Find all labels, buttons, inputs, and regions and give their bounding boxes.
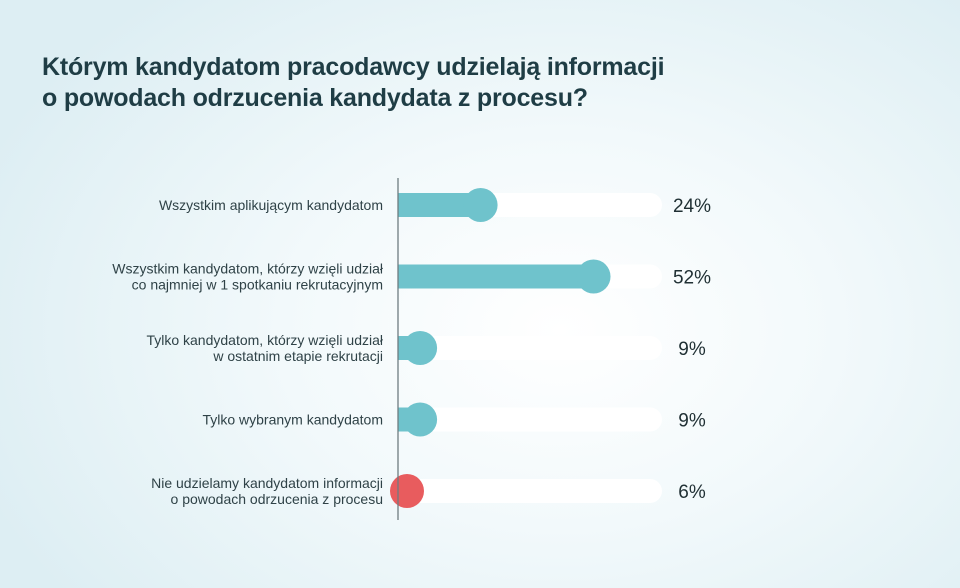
category-label-3-line-1: Tylko kandydatom, którzy wzięli udział [146, 332, 383, 348]
value-label-3: 9% [678, 339, 706, 360]
value-label-1: 24% [673, 196, 711, 217]
category-label-5-line-2: o powodach odrzucenia z procesu [171, 491, 383, 507]
category-label-5-line-1: Nie udzielamy kandydatom informacji [151, 475, 383, 491]
category-label-5: Nie udzielamy kandydatom informacji o pow… [151, 475, 383, 507]
bar-cap-3 [403, 331, 438, 365]
bar-cap-2 [576, 259, 611, 294]
value-label-2: 52% [673, 268, 711, 289]
category-label-3: Tylko kandydatom, którzy wzięli udział w … [146, 332, 383, 364]
category-label-1: Wszystkim aplikującym kandydatom [159, 197, 383, 213]
chart-title: Którym kandydatom pracodawcy udzielają i… [42, 52, 665, 114]
bar-cap-5 [390, 474, 424, 508]
bar-cap-4 [403, 402, 438, 437]
category-label-2-line-2: co najmniej w 1 spotkaniu rekrutacyjnym [132, 277, 383, 293]
chart-title-line-2: o powodach odrzucenia kandydata z proces… [42, 84, 588, 112]
bar-fill-2 [398, 264, 594, 289]
category-label-4: Tylko wybranym kandydatom [202, 412, 383, 428]
bar-track-3 [398, 336, 662, 360]
bar-cap-1 [463, 188, 498, 222]
category-label-2: Wszystkim kandydatom, którzy wzięli udzi… [112, 261, 384, 293]
category-label-1-line-1: Wszystkim aplikującym kandydatom [159, 197, 383, 213]
category-label-3-line-2: w ostatnim etapie rekrutacji [212, 348, 383, 364]
value-label-4: 9% [678, 411, 706, 432]
bar-track-4 [398, 407, 662, 432]
value-label-5: 6% [678, 482, 706, 503]
bar-track-5 [398, 479, 662, 503]
category-label-4-line-1: Tylko wybranym kandydatom [202, 412, 383, 428]
category-label-2-line-1: Wszystkim kandydatom, którzy wzięli udzi… [112, 261, 384, 277]
chart-title-line-1: Którym kandydatom pracodawcy udzielają i… [42, 53, 665, 81]
